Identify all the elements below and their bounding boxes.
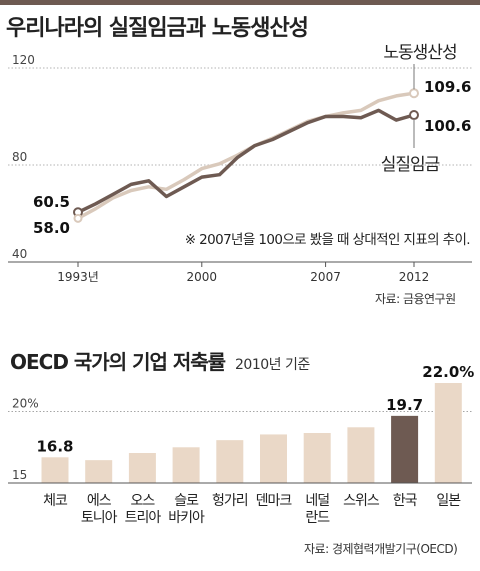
top-accent-bar: [0, 0, 480, 5]
x-tick-label: 2007: [310, 270, 341, 284]
category-label: 한국: [393, 493, 418, 509]
legend-label-wage: 실질임금: [381, 155, 440, 175]
category-label: 트리아: [125, 510, 162, 526]
bar-chart-subtitle: 2010년 기준: [235, 357, 310, 373]
bar: [216, 440, 244, 483]
line-chart-source: 자료: 금융연구원: [375, 292, 456, 306]
line-chart-title: 우리나라의 실질임금과 노동생산성: [6, 16, 309, 41]
x-tick-label: 1993년: [57, 270, 99, 284]
category-label: 토니아: [81, 510, 118, 526]
data-label-start-wage: 60.5: [33, 193, 70, 211]
chart-annotation: ※ 2007년을 100으로 봤을 때 상대적인 지표의 추이.: [185, 232, 470, 248]
bar: [303, 433, 331, 483]
category-label: 일본: [436, 493, 461, 509]
y-tick-label: 120: [12, 53, 35, 67]
bar-chart-source: 자료: 경제협력개발기구(OECD): [304, 542, 458, 556]
bar: [260, 434, 287, 483]
data-label-start-productivity: 58.0: [33, 219, 70, 237]
y-tick-label: 40: [12, 247, 27, 261]
bar: [172, 447, 200, 483]
bar-chart-title: OECD 국가의 기업 저축률 2010년 기준: [10, 346, 310, 375]
category-label: 오스: [131, 493, 156, 509]
bar: [347, 427, 375, 483]
x-tick-label: 2000: [187, 270, 218, 284]
legend-label-productivity: 노동생산성: [383, 43, 456, 63]
bar: [434, 383, 462, 483]
bar: [41, 457, 69, 483]
category-label: 바키아: [168, 510, 205, 526]
bar: [391, 415, 419, 483]
bar-value-label: 16.8: [36, 437, 73, 455]
y-tick-label: 80: [12, 150, 27, 164]
series-start-marker: [73, 213, 83, 223]
category-label: 란드: [305, 510, 330, 526]
series-line-wage: [77, 108, 415, 214]
category-label: 슬로: [174, 493, 199, 509]
bar: [85, 460, 113, 483]
data-label-end-wage: 100.6: [424, 117, 471, 135]
y-tick-label: 15: [12, 468, 27, 482]
x-tick-label: 2012: [399, 270, 430, 284]
data-label-end-productivity: 109.6: [424, 78, 471, 96]
bar-chart-title-text: OECD 국가의 기업 저축률: [10, 350, 226, 374]
category-label: 체코: [43, 493, 68, 509]
category-label: 헝가리: [212, 493, 248, 509]
category-label: 덴마크: [256, 493, 293, 509]
category-label: 스위스: [343, 493, 380, 509]
bar-value-label: 19.7: [386, 396, 423, 414]
y-tick-label: 20%: [12, 397, 39, 411]
category-label: 에스: [87, 493, 112, 509]
bar-value-label: 22.0%: [422, 363, 474, 381]
category-label: 네덜: [305, 493, 329, 509]
bar: [128, 453, 156, 483]
